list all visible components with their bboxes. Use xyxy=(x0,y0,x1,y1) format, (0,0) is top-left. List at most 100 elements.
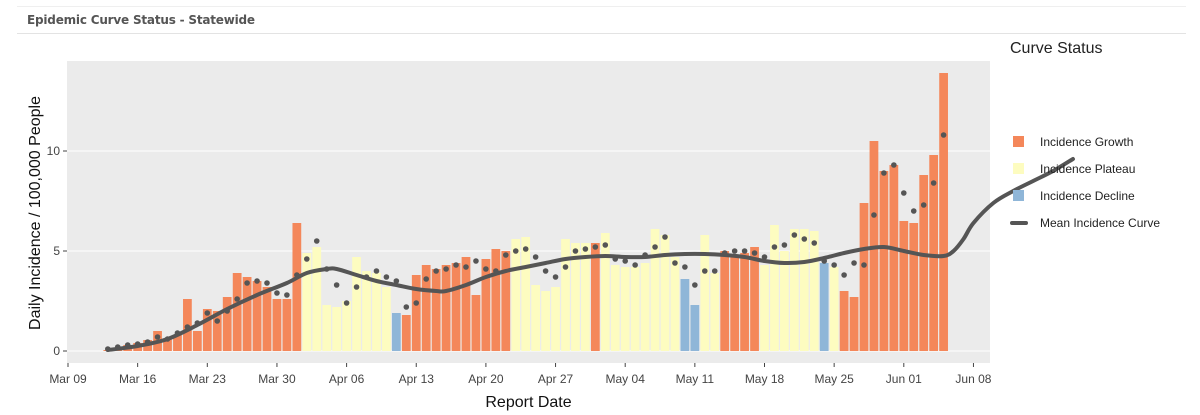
y-tick-label: 5 xyxy=(53,244,60,258)
observed-point xyxy=(692,282,698,288)
incidence-bar xyxy=(192,331,202,351)
observed-point xyxy=(901,190,907,196)
incidence-bar xyxy=(501,251,511,351)
incidence-bar xyxy=(710,273,720,351)
incidence-bar xyxy=(431,269,441,351)
observed-point xyxy=(134,341,141,347)
incidence-bar xyxy=(173,335,182,351)
incidence-bar xyxy=(471,295,481,351)
incidence-bar xyxy=(740,253,749,351)
panel-title: Epidemic Curve Status - Statewide xyxy=(27,13,255,27)
observed-point xyxy=(851,260,857,266)
incidence-bar xyxy=(640,263,650,351)
incidence-bar xyxy=(272,299,282,351)
incidence-bar xyxy=(799,229,809,351)
observed-point xyxy=(522,246,529,252)
incidence-bar xyxy=(332,307,342,351)
incidence-bar xyxy=(551,287,560,351)
observed-point xyxy=(284,292,290,298)
incidence-bar xyxy=(889,165,899,351)
observed-point xyxy=(453,262,459,268)
observed-point xyxy=(632,262,638,268)
incidence-bar xyxy=(680,279,690,351)
incidence-bar xyxy=(819,263,829,351)
observed-point xyxy=(473,258,479,264)
incidence-bar xyxy=(441,265,451,351)
observed-point xyxy=(353,284,360,290)
incidence-bar xyxy=(690,305,700,351)
observed-point xyxy=(493,268,499,274)
incidence-bar xyxy=(630,267,640,351)
x-tick-label: Mar 30 xyxy=(258,372,296,386)
observed-point xyxy=(741,248,748,254)
legend-label-plateau: Incidence Plateau xyxy=(1040,161,1136,176)
observed-point xyxy=(144,339,151,345)
observed-point xyxy=(503,252,509,258)
incidence-bar xyxy=(541,291,550,351)
x-tick-label: Apr 06 xyxy=(329,372,365,386)
observed-point xyxy=(552,274,559,280)
observed-point xyxy=(304,256,310,262)
observed-point xyxy=(184,324,191,330)
incidence-bar xyxy=(362,271,371,351)
incidence-bar xyxy=(909,223,919,351)
observed-point xyxy=(164,336,171,342)
x-tick-label: Mar 16 xyxy=(119,372,157,386)
incidence-bar xyxy=(292,223,302,351)
legend: Curve Status Incidence Growth Incidence … xyxy=(1010,40,1200,236)
observed-point xyxy=(105,346,111,352)
incidence-bar xyxy=(481,259,491,351)
y-axis-title: Daily Incidence / 100,000 People xyxy=(27,96,44,330)
incidence-bar xyxy=(242,277,252,351)
observed-point xyxy=(244,280,250,286)
observed-point xyxy=(930,180,937,186)
x-tick-label: Mar 23 xyxy=(189,372,227,386)
legend-item-decline: Incidence Decline xyxy=(1010,182,1200,209)
incidence-bar xyxy=(521,237,531,351)
incidence-bar xyxy=(461,257,471,351)
incidence-bar xyxy=(650,229,660,351)
observed-point xyxy=(343,300,350,306)
observed-point xyxy=(333,282,340,288)
incidence-bar xyxy=(222,297,232,351)
observed-point xyxy=(920,202,927,208)
observed-point xyxy=(582,246,589,252)
observed-point xyxy=(702,268,708,274)
observed-point xyxy=(323,266,330,272)
observed-point xyxy=(602,242,609,248)
incidence-bar xyxy=(859,203,869,351)
observed-point xyxy=(154,334,161,340)
observed-point xyxy=(124,342,131,348)
incidence-bar xyxy=(809,231,819,351)
panel-header: Epidemic Curve Status - Statewide xyxy=(17,6,1186,34)
observed-point xyxy=(871,212,877,218)
x-tick-label: Apr 27 xyxy=(538,372,574,386)
incidence-bar xyxy=(610,265,620,351)
incidence-bar xyxy=(780,251,789,351)
incidence-bar xyxy=(929,155,939,351)
incidence-bar xyxy=(252,281,262,351)
observed-point xyxy=(622,258,628,264)
incidence-bar xyxy=(939,73,948,351)
incidence-bar xyxy=(849,297,859,351)
x-axis-title: Report Date xyxy=(485,394,571,411)
observed-point xyxy=(393,278,400,284)
observed-point xyxy=(652,244,658,250)
incidence-bar xyxy=(391,313,401,351)
incidence-bar xyxy=(581,243,590,351)
observed-point xyxy=(821,258,827,264)
observed-point xyxy=(532,254,539,260)
incidence-bar xyxy=(670,257,680,351)
observed-point xyxy=(891,162,897,168)
observed-point xyxy=(363,274,370,280)
legend-label-growth: Incidence Growth xyxy=(1040,134,1134,149)
observed-point xyxy=(572,248,579,254)
observed-point xyxy=(771,244,778,250)
observed-point xyxy=(811,240,818,246)
incidence-bar xyxy=(750,247,759,351)
observed-point xyxy=(751,250,758,256)
observed-point xyxy=(592,244,599,250)
incidence-bar xyxy=(700,235,710,351)
x-tick-label: Apr 20 xyxy=(468,372,504,386)
observed-point xyxy=(483,266,489,272)
